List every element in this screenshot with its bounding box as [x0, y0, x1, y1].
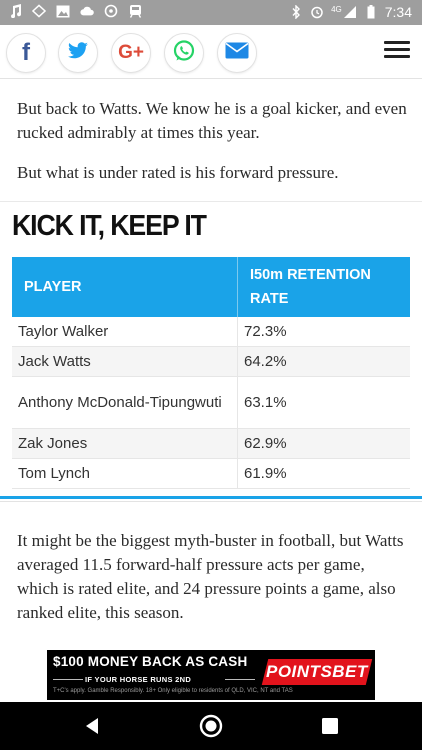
email-share-button[interactable] — [217, 33, 257, 73]
table-row: Anthony McDonald-Tipungwuti 63.1% — [12, 376, 410, 429]
navigation-bar — [0, 702, 422, 750]
player-cell: Anthony McDonald-Tipungwuti — [12, 376, 238, 429]
cloud-icon — [80, 4, 94, 18]
retention-table: PLAYER I50m RETENTION RATE Taylor Walker… — [12, 257, 410, 489]
signal-icon — [343, 5, 357, 19]
pointsbet-ad-banner[interactable]: $100 MONEY BACK AS CASH IF YOUR HORSE RU… — [47, 650, 375, 700]
ad-headline: $100 MONEY BACK AS CASH — [53, 654, 248, 669]
google-plus-icon: G+ — [118, 42, 144, 63]
rate-cell: 64.2% — [237, 346, 410, 377]
music-note-icon — [8, 4, 22, 18]
email-icon — [225, 42, 249, 64]
ad-rule-left — [53, 679, 83, 680]
recents-icon — [322, 718, 338, 734]
network-type: 4G — [331, 4, 342, 14]
share-bar: f G+ — [0, 25, 422, 79]
whatsapp-icon — [172, 39, 196, 68]
google-plus-share-button[interactable]: G+ — [111, 33, 151, 73]
status-bar: 4G 7:34 — [0, 0, 422, 25]
column-header-rate: I50m RETENTION RATE — [237, 257, 410, 317]
table-row: Jack Watts 64.2% — [12, 346, 410, 377]
twitter-share-button[interactable] — [58, 33, 98, 73]
back-icon — [86, 718, 98, 734]
home-button[interactable] — [199, 714, 223, 738]
pointsbet-logo: POINTSBET — [261, 659, 373, 685]
train-icon — [128, 4, 142, 18]
rate-cell: 72.3% — [237, 317, 410, 347]
table-header-row: PLAYER I50m RETENTION RATE — [12, 257, 410, 317]
rate-cell: 62.9% — [237, 428, 410, 459]
back-button[interactable] — [80, 714, 104, 738]
table-row: Taylor Walker 72.3% — [12, 317, 410, 347]
home-icon — [199, 714, 223, 738]
article-paragraph-3: It might be the biggest myth-buster in f… — [17, 531, 404, 622]
image-icon — [56, 4, 70, 18]
player-cell: Tom Lynch — [12, 458, 238, 489]
twitter-icon — [67, 41, 89, 65]
player-cell: Jack Watts — [12, 346, 238, 377]
article-paragraph-1: But back to Watts. We know he is a goal … — [17, 99, 407, 142]
alarm-icon — [310, 5, 324, 19]
hamburger-menu-button[interactable] — [384, 41, 410, 61]
section-divider — [0, 201, 422, 202]
player-cell: Zak Jones — [12, 428, 238, 459]
column-header-player: PLAYER — [12, 257, 238, 317]
whatsapp-share-button[interactable] — [164, 33, 204, 73]
accent-divider — [0, 496, 422, 499]
ad-subline: IF YOUR HORSE RUNS 2ND — [85, 675, 192, 684]
clock: 7:34 — [384, 4, 412, 20]
table-row: Tom Lynch 61.9% — [12, 458, 410, 489]
player-cell: Taylor Walker — [12, 317, 238, 347]
ubuntu-icon — [104, 4, 118, 18]
facebook-icon: f — [22, 39, 30, 66]
rate-cell: 63.1% — [237, 376, 410, 429]
location-icon — [32, 4, 46, 18]
battery-icon — [364, 5, 378, 19]
section-heading: KICK IT, KEEP IT — [12, 210, 207, 242]
ad-fine-print: T+C's apply. Gamble Responsibly. 18+ Onl… — [53, 688, 293, 694]
article-paragraph-2: But what is under rated is his forward p… — [17, 163, 339, 182]
ad-rule-right — [225, 679, 255, 680]
rate-cell: 61.9% — [237, 458, 410, 489]
table-row: Zak Jones 62.9% — [12, 428, 410, 459]
facebook-share-button[interactable]: f — [6, 33, 46, 73]
brand-name: POINTSBET — [266, 662, 368, 681]
bluetooth-icon — [289, 5, 303, 19]
recents-button[interactable] — [318, 714, 342, 738]
section-divider — [0, 501, 422, 502]
